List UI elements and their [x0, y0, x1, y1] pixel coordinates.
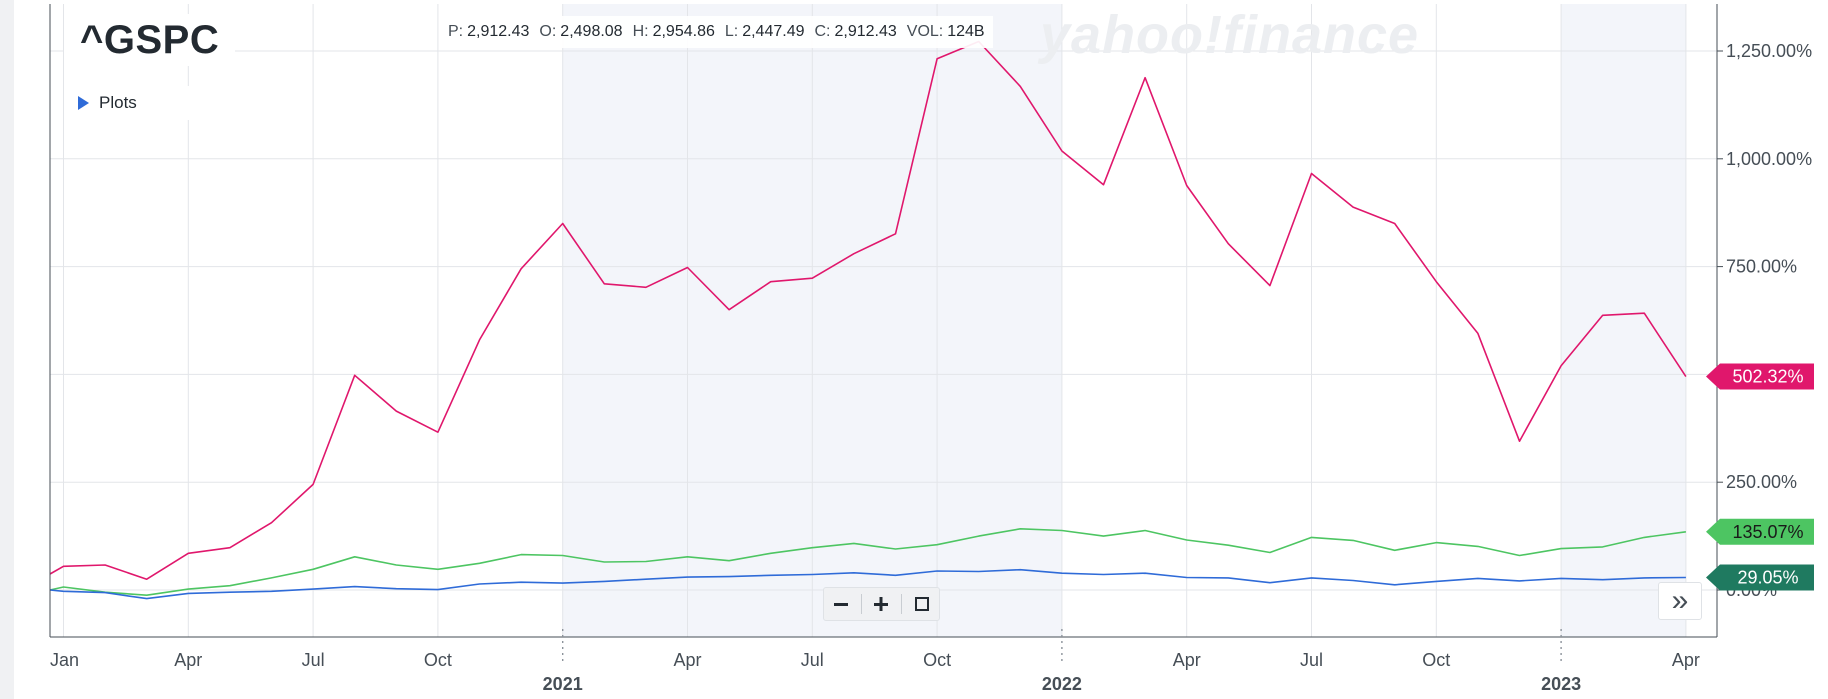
- plus-icon: [874, 597, 889, 611]
- play-triangle-icon: [78, 96, 89, 110]
- ohlc-readout: P: 2,912.43 O: 2,498.08 H: 2,954.86 L: 2,447…: [440, 16, 993, 48]
- double-chevron-right-icon: »: [1671, 584, 1689, 617]
- series-line-2: [49, 527, 1687, 597]
- symbol-title: ^GSPC: [64, 14, 236, 66]
- high-value: 2,954.86: [652, 23, 715, 40]
- zoom-out-button[interactable]: [826, 590, 856, 618]
- volume-label: VOL:: [906, 23, 944, 40]
- zoom-toolbar: [823, 587, 940, 621]
- x-tick-label: Jul: [801, 650, 824, 670]
- badge-shape: [1706, 564, 1814, 591]
- shaded-periods: [562, 4, 1686, 637]
- close-value: 2,912.43: [834, 23, 897, 40]
- open-value: 2,498.08: [560, 23, 623, 40]
- volume-value: 124B: [947, 23, 985, 40]
- low-label: L:: [724, 23, 739, 40]
- x-tick-label: Apr: [1672, 650, 1700, 670]
- close-label: C:: [814, 23, 831, 40]
- plots-button[interactable]: Plots: [64, 86, 190, 120]
- series-line-1: [49, 40, 1687, 581]
- badge-shape: [1706, 363, 1814, 390]
- x-tick-label: 2023: [1541, 674, 1581, 694]
- y-tick-label: 1,250.00%: [1726, 41, 1812, 61]
- series-line-3: [49, 568, 1686, 600]
- last-value-badge-2: 135.07%: [1706, 518, 1814, 545]
- x-tick-label: 2021: [543, 674, 583, 694]
- high-label: H:: [632, 23, 649, 40]
- badge-label: 135.07%: [1732, 522, 1803, 542]
- zoom-in-button[interactable]: [866, 590, 896, 618]
- badge-label: 29.05%: [1737, 567, 1798, 587]
- left-gutter: [0, 0, 14, 699]
- last-value-badges: 502.32% 135.07% 29.05%: [1706, 363, 1814, 591]
- x-tick-label: Apr: [174, 650, 202, 670]
- y-tick-label: 750.00%: [1726, 257, 1797, 277]
- price-value: 2,912.43: [467, 23, 530, 40]
- x-tick-label: Jul: [1300, 650, 1323, 670]
- low-value: 2,447.49: [742, 23, 805, 40]
- toolbar-divider: [901, 594, 903, 614]
- fullscreen-icon: [914, 597, 929, 611]
- plots-label: Plots: [99, 93, 137, 112]
- last-value-badge-1: 502.32%: [1706, 363, 1814, 390]
- x-tick-label: Jan: [50, 650, 79, 670]
- x-tick-label: Apr: [673, 650, 701, 670]
- x-tick-label: Oct: [923, 650, 951, 670]
- badge-shape: [1706, 518, 1814, 545]
- price-label: P:: [448, 23, 464, 40]
- open-label: O:: [539, 23, 557, 40]
- x-tick-label: Jul: [302, 650, 325, 670]
- y-tick-label: 250.00%: [1726, 472, 1797, 492]
- fullscreen-button[interactable]: [907, 590, 937, 618]
- watermark-logo: yahoo!finance: [1040, 5, 1420, 65]
- minus-icon: [834, 603, 849, 606]
- x-tick-label: 2022: [1042, 674, 1082, 694]
- y-tick-label: 1,000.00%: [1726, 149, 1812, 169]
- badge-label: 502.32%: [1732, 367, 1803, 387]
- last-value-badge-3: 29.05%: [1706, 564, 1814, 591]
- series-lines: [49, 40, 1687, 600]
- x-tick-label: Oct: [424, 650, 452, 670]
- x-tick-label: Oct: [1422, 650, 1450, 670]
- toolbar-divider: [860, 594, 862, 614]
- shaded-period: [1561, 4, 1686, 637]
- scroll-to-latest-button[interactable]: »: [1658, 582, 1702, 620]
- grid: [50, 4, 1717, 637]
- x-tick-label: Apr: [1173, 650, 1201, 670]
